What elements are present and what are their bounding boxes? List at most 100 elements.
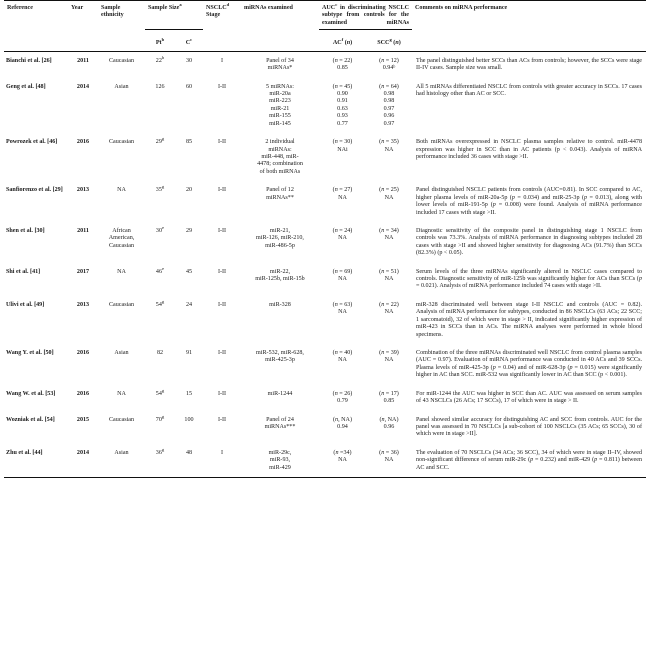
cell-reference: Wang Y. et al. [50] [6, 349, 54, 356]
cell-year: 2011 [68, 50, 98, 78]
cell-controls: 20 [185, 187, 193, 194]
cell-reference: Bianchi et al. [26] [4, 50, 68, 78]
cell-ethnicity: African American, Caucasian [108, 227, 135, 249]
col-header-auc-group: AUCc in discriminating NSCLC subtype fro… [319, 0, 412, 30]
cell-patients: 22b [145, 50, 175, 78]
cell-auc-scc: (n, NA) 0.96 [379, 416, 399, 430]
cell-controls: 60 [185, 83, 193, 90]
cell-comment: All 5 miRNAs differentiated NSCLC from c… [416, 83, 642, 98]
cell-ethnicity: Caucasian [108, 301, 135, 308]
col-header-mirnas-examined: miRNAs examined [241, 0, 319, 52]
cell-controls: 48 [175, 443, 203, 479]
table-body: Bianchi et al. [26] 2011 Caucasian 22b 30 I Pa… [4, 50, 646, 479]
cell-auc-ac: (n = 40) NA [332, 349, 353, 364]
table-row: Wozniak et al. [54] 2015 Caucasian 70g 100 I-… [4, 411, 646, 444]
col-header-pt: Ptb [145, 29, 175, 52]
header-row-main: Reference Year Sample ethnicity Sample Si… [4, 0, 646, 52]
cell-comment: miR-328 discriminated well between stage… [416, 301, 642, 338]
cell-year: 2016 [76, 390, 90, 397]
cell-auc-ac: (n = 30) NAi [332, 139, 353, 153]
cell-auc-ac: (n = 24) NA [332, 227, 353, 242]
cell-auc-scc: (n = 12) 0.94ᵇ [366, 50, 412, 78]
table-row: Wang Y. et al. [50] 2016 Asian 82 91 I-II miR-… [4, 344, 646, 385]
cell-patients: 35g [155, 184, 165, 194]
col-header-ac: ACf (n) [319, 29, 366, 52]
cell-mirnas-examined: 2 individual miRNAs: miR-448, miR- 4478; co… [257, 139, 303, 175]
cell-year: 2016 [76, 349, 90, 356]
cell-comment: Serum levels of the three miRNAs signifi… [416, 268, 642, 290]
cell-comment: Combination of the three miRNAs discrimi… [416, 349, 643, 379]
cell-stage: I-II [217, 227, 227, 234]
cell-patients: 46e [155, 265, 165, 275]
table-row: Shen et al. [30] 2011 African American, Ca… [4, 222, 646, 263]
cell-auc-scc: (n = 34) NA [379, 227, 399, 242]
cell-controls: 91 [185, 349, 193, 356]
mirna-summary-table: Reference Year Sample ethnicity Sample Si… [4, 0, 646, 479]
cell-auc-scc: (n = 17) 0.85 [379, 390, 399, 405]
cell-stage: I-II [217, 301, 227, 308]
col-header-sample-ethnicity: Sample ethnicity [98, 0, 145, 52]
cell-comment: For miR-1244 the AUC was higher in SCC t… [416, 390, 642, 405]
cell-mirnas-examined: Panel of 12 miRNAs** [266, 187, 294, 201]
cell-year: 2016 [76, 139, 90, 146]
cell-auc-scc: (n = 35) NA [379, 139, 399, 153]
col-header-sample-size: Sample Sizea [145, 0, 203, 30]
cell-year: 2013 [76, 187, 90, 194]
table-row: Powrozek et al. [46] 2016 Caucasian 29g 85 I-… [4, 133, 646, 181]
cell-ethnicity: Asian [98, 443, 145, 479]
cell-auc-ac: (n = 69) NA [332, 268, 353, 283]
col-header-reference: Reference [4, 0, 68, 52]
table-header: Reference Year Sample ethnicity Sample Si… [4, 0, 646, 52]
cell-stage: I [203, 50, 241, 78]
cell-mirnas-examined: miR-532, miR-628, miR-425-3p [256, 349, 304, 364]
cell-auc-scc: (n = 36) NA [366, 443, 412, 479]
cell-reference: Geng et al. [48] [6, 83, 46, 90]
table-row: Bianchi et al. [26] 2011 Caucasian 22b 30 I Pa… [4, 50, 646, 78]
cell-reference: Wang W. et al. [53] [6, 390, 56, 397]
cell-auc-scc: (n = 22) NA [379, 301, 399, 316]
cell-ethnicity: NA [117, 187, 126, 194]
cell-ethnicity: Caucasian [108, 416, 135, 423]
cell-mirnas-examined: miR-1244 [267, 390, 293, 397]
cell-year: 2017 [76, 268, 90, 275]
cell-auc-ac: (n, NA) 0.94 [333, 416, 352, 430]
cell-patients: 30e [155, 224, 165, 234]
cell-auc-scc: (n = 25) NA [379, 187, 399, 201]
cell-comment: Panel distinguished NSCLC patients from … [416, 187, 642, 216]
cell-mirnas-examined: miR-22, miR-125b, miR-15b [255, 268, 305, 283]
cell-reference: Wozniak et al. [54] [6, 416, 55, 423]
cell-mirnas-examined: miR-21, miR-126, miR-210, miR-486-5p [256, 227, 304, 249]
cell-ethnicity: Asian [114, 349, 129, 356]
cell-ethnicity: Caucasian [98, 50, 145, 78]
cell-mirnas-examined: miR-29c, miR-93, miR-429 [241, 443, 319, 479]
table-row: Ulivi et al. [49] 2013 Caucasian 54g 24 I-II m… [4, 296, 646, 344]
cell-controls: 24 [185, 301, 193, 308]
cell-mirnas-examined: Panel of 34 miRNAs* [241, 50, 319, 78]
cell-year: 2013 [76, 301, 90, 308]
cell-ethnicity: NA [117, 268, 126, 275]
cell-stage: I-II [217, 268, 227, 275]
cell-reference: Ulivi et al. [49] [6, 301, 45, 308]
cell-auc-ac: (n = 26) 0.79 [332, 390, 353, 405]
cell-auc-scc: (n = 39) NA [379, 349, 399, 364]
cell-ethnicity: Caucasian [108, 139, 135, 146]
cell-ethnicity: Asian [114, 83, 129, 90]
cell-auc-ac: (n = 27) NA [332, 187, 353, 201]
cell-reference: Shi et al. [41] [6, 268, 41, 275]
col-header-scc: SCCg (n) [366, 29, 412, 52]
cell-stage: I-II [217, 390, 227, 397]
cell-comment: Panel showed similar accuracy for distin… [416, 416, 642, 438]
cell-mirnas-examined: 5 miRNAs: miR-20a miR-223 miR-21 miR-155 miR-… [266, 83, 294, 127]
cell-controls: 29 [185, 227, 193, 234]
cell-comment: The evaluation of 70 NSCLCs (34 ACs; 36 … [412, 443, 646, 479]
cell-patients: 29g [155, 136, 165, 146]
table-row: Sanfiorenzo et al. [29] 2013 NA 35g 20 I-II Pa… [4, 181, 646, 222]
cell-patients: 70g [155, 413, 165, 423]
col-header-year: Year [68, 0, 98, 52]
cell-controls: 30 [175, 50, 203, 78]
table-row: Wang W. et al. [53] 2016 NA 54g 15 I-II miR-12… [4, 385, 646, 411]
cell-mirnas-examined: Panel of 24 miRNAs*** [264, 416, 296, 430]
cell-comment: The panel distinguished better SCCs than… [412, 50, 646, 78]
cell-comment: Diagnostic sensitivity of the composite … [416, 227, 642, 257]
